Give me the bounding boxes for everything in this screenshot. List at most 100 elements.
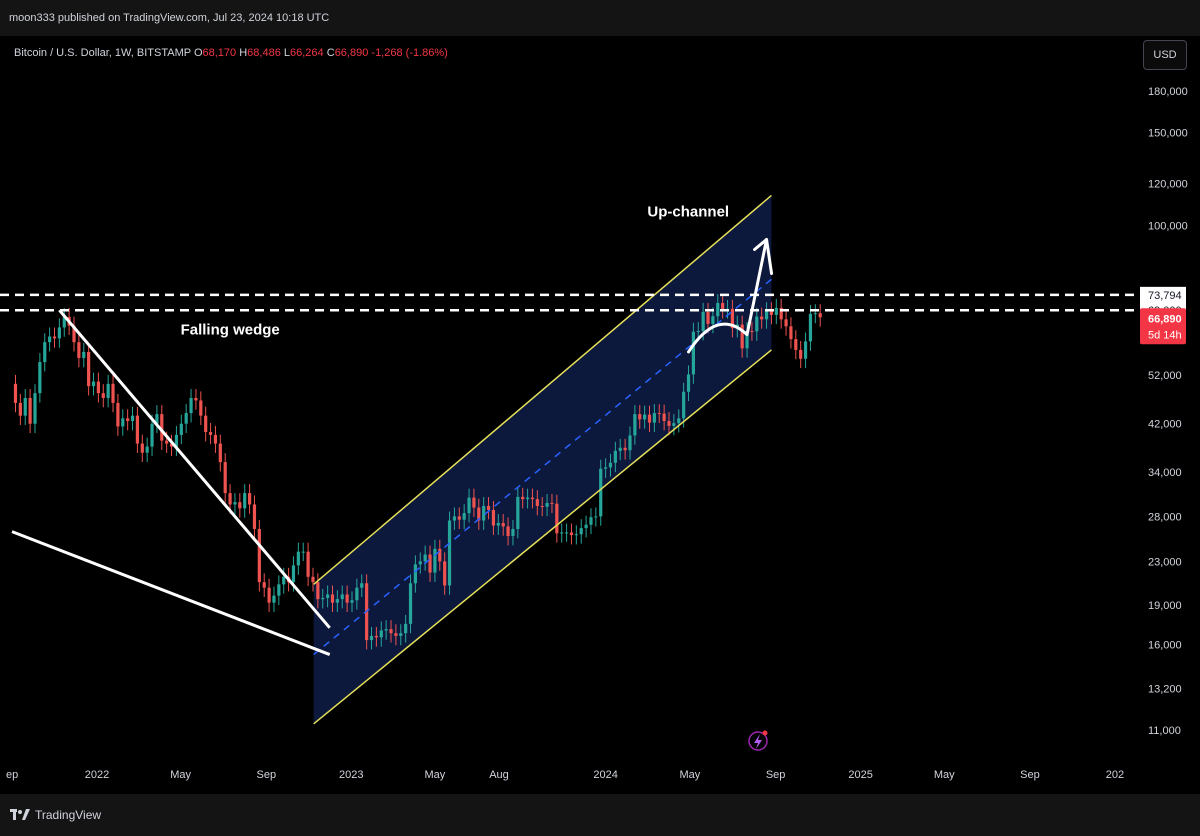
candle (760, 307, 764, 329)
price-tick-label: 16,000 (1148, 639, 1182, 651)
candle (379, 621, 383, 647)
price-tick-label: 180,000 (1148, 86, 1188, 98)
time-tick-label: May (680, 769, 701, 781)
tradingview-icon (10, 809, 30, 820)
candle (33, 384, 37, 434)
candle (740, 315, 744, 358)
candle (13, 374, 18, 413)
footer-bar (0, 794, 1200, 836)
candle (535, 490, 539, 516)
time-tick-label: May (425, 769, 446, 781)
candle (506, 517, 510, 546)
candle (799, 340, 803, 369)
price-tick-label: 23,000 (1148, 556, 1182, 568)
candle (418, 552, 422, 574)
candle (604, 458, 608, 479)
candle (174, 425, 179, 456)
candle (589, 508, 593, 535)
candle (569, 523, 574, 545)
candle (691, 322, 695, 384)
low-label: L (283, 47, 291, 59)
candle (667, 412, 671, 436)
candle (77, 333, 81, 368)
price-axis[interactable]: 180,000 150,000 120,000 100,000 52,000 42,000… (1140, 86, 1188, 737)
candle (452, 507, 457, 530)
price-tick-label: 150,000 (1148, 128, 1188, 140)
candle (789, 317, 793, 349)
price-tick-label: 28,000 (1148, 511, 1182, 523)
candle (321, 588, 325, 609)
wedge-upper-line[interactable] (58, 309, 331, 629)
time-tick-label: Sep (766, 769, 786, 781)
price-tick-label: 52,000 (1148, 370, 1182, 382)
candle (764, 302, 769, 329)
candle (574, 525, 578, 545)
candle (208, 423, 213, 445)
wedge-lower-line[interactable] (11, 530, 331, 656)
channel-lower-line[interactable] (313, 349, 772, 725)
candle (730, 299, 735, 338)
candle (599, 459, 603, 526)
candle (818, 304, 822, 327)
candle (511, 520, 515, 546)
candle (672, 414, 676, 436)
currency-button[interactable]: USD (1143, 40, 1187, 70)
candle (316, 573, 320, 609)
candle (247, 484, 252, 514)
price-tick-label: 13,200 (1148, 683, 1182, 695)
candle (160, 405, 164, 450)
candle (350, 591, 354, 612)
price-tick-label: 19,000 (1148, 600, 1182, 612)
candle (447, 511, 452, 595)
candle (623, 438, 627, 460)
open-label: O (193, 47, 203, 59)
candle (199, 391, 203, 426)
open-value: 68,170 (202, 47, 237, 59)
channel-fill (313, 195, 772, 724)
candle (91, 372, 96, 396)
candle (560, 523, 564, 543)
candle (579, 519, 583, 544)
lightning-icon[interactable] (748, 730, 768, 751)
time-tick-label: 2025 (848, 769, 872, 781)
candle (213, 425, 218, 453)
chart-annotation: Up-channel (647, 203, 729, 220)
projection-arrow[interactable] (687, 238, 769, 354)
candle (399, 624, 403, 646)
candle (204, 406, 208, 442)
time-axis[interactable]: ep 2022 May Sep 2023 May Aug 2024 May Sep 2025 May S… (6, 769, 1124, 781)
candle (716, 294, 720, 326)
candle (238, 493, 242, 518)
candle (608, 453, 613, 477)
candle (647, 405, 652, 432)
change-value: -1,268 (-1.86%) (371, 47, 448, 59)
price-tick-label: 100,000 (1148, 220, 1188, 232)
candle (111, 374, 115, 413)
candle (189, 389, 193, 423)
candle (404, 614, 408, 643)
publisher-bar (0, 0, 1200, 36)
candle (277, 575, 281, 605)
candle (643, 405, 647, 429)
candle (267, 578, 271, 612)
candle (18, 393, 22, 426)
price-level-badge (1140, 286, 1186, 303)
candle (711, 307, 715, 334)
candle (686, 365, 691, 402)
candle (389, 620, 393, 643)
candle (145, 437, 149, 463)
candle (169, 434, 174, 456)
price-levels-layer (0, 293, 1138, 312)
candle (150, 414, 154, 456)
candle (462, 504, 466, 530)
candle (755, 307, 759, 341)
candle (218, 434, 222, 472)
price-tick-label: 120,000 (1148, 179, 1188, 191)
channel-upper-line[interactable] (313, 194, 772, 585)
candle (345, 585, 349, 612)
candle (540, 497, 544, 517)
candle (482, 497, 486, 530)
candle (326, 585, 330, 608)
tradingview-logo: TradingView (10, 808, 101, 822)
